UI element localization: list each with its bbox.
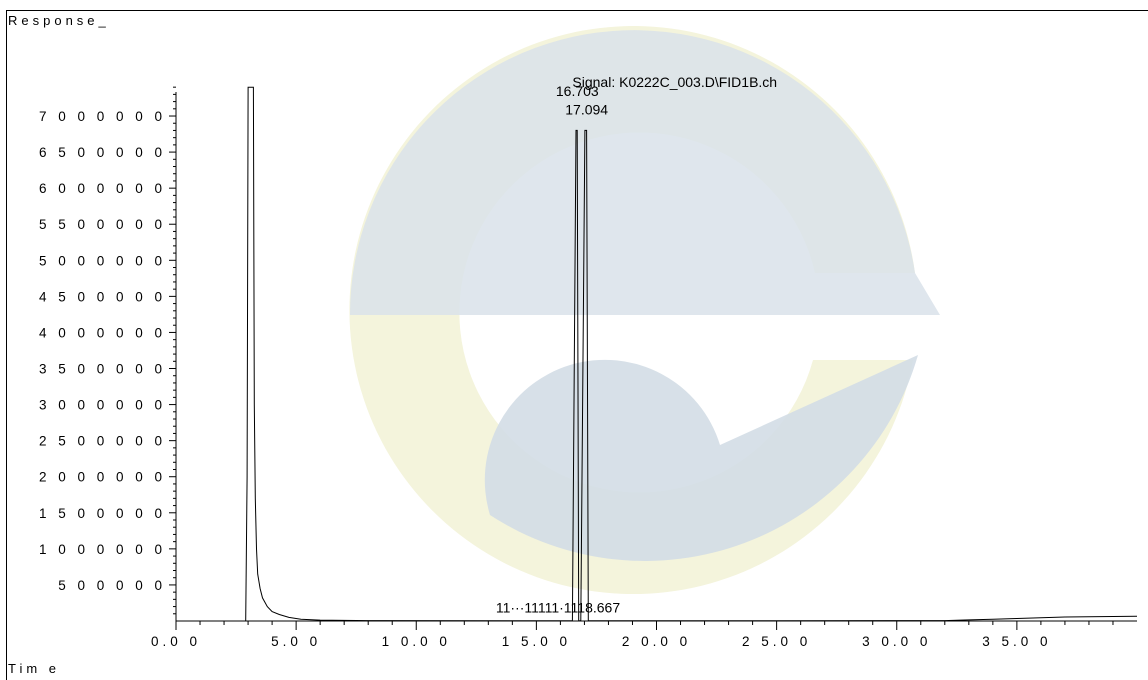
y-tick-label: 1 0 0 0 0 0 0 <box>39 542 166 557</box>
peak-label: 16.703 <box>556 83 599 99</box>
peak-label: 17.094 <box>565 102 608 118</box>
x-tick-label: 1 5.0 0 <box>502 634 571 649</box>
x-tick-label: 2 0.0 0 <box>622 634 691 649</box>
signal-trace <box>176 86 1138 622</box>
chart-title: Signal: K0222C_003.D\FID1B.ch <box>572 74 777 90</box>
peak-label: 11···11111·1118.667 <box>496 599 620 615</box>
frame-top-border <box>6 10 1148 11</box>
x-tick-label: 1 0.0 0 <box>382 634 451 649</box>
y-tick-label: 6 0 0 0 0 0 0 <box>39 181 166 196</box>
y-tick-label: 3 5 0 0 0 0 0 <box>39 362 166 377</box>
watermark-logo <box>349 26 940 595</box>
y-tick-label: 5 5 0 0 0 0 0 <box>39 217 166 232</box>
y-tick-label: 3 0 0 0 0 0 0 <box>39 398 166 413</box>
x-tick-label: 3 0.0 0 <box>862 634 931 649</box>
y-tick-label: 4 5 0 0 0 0 0 <box>39 289 166 304</box>
y-tick-label: 7 0 0 0 0 0 0 <box>39 109 166 124</box>
y-axis-title: Response_ <box>8 13 110 28</box>
y-tick-label: 6 5 0 0 0 0 0 <box>39 145 166 160</box>
y-tick-label: 5 0 0 0 0 0 0 <box>39 253 166 268</box>
y-tick-label: 2 5 0 0 0 0 0 <box>39 434 166 449</box>
y-tick-label: 5 0 0 0 0 0 <box>58 578 166 593</box>
x-tick-label: 5.0 0 <box>271 634 321 649</box>
y-tick-label: 2 0 0 0 0 0 0 <box>39 470 166 485</box>
x-tick-label: 2 5.0 0 <box>742 634 811 649</box>
frame-left-border <box>6 10 7 680</box>
x-tick-label: 0.0 0 <box>151 634 201 649</box>
y-tick-label: 1 5 0 0 0 0 0 <box>39 506 166 521</box>
x-axis-title: Tim e <box>8 661 61 676</box>
y-tick-label: 4 0 0 0 0 0 0 <box>39 325 166 340</box>
x-tick-label: 3 5.0 0 <box>982 634 1051 649</box>
